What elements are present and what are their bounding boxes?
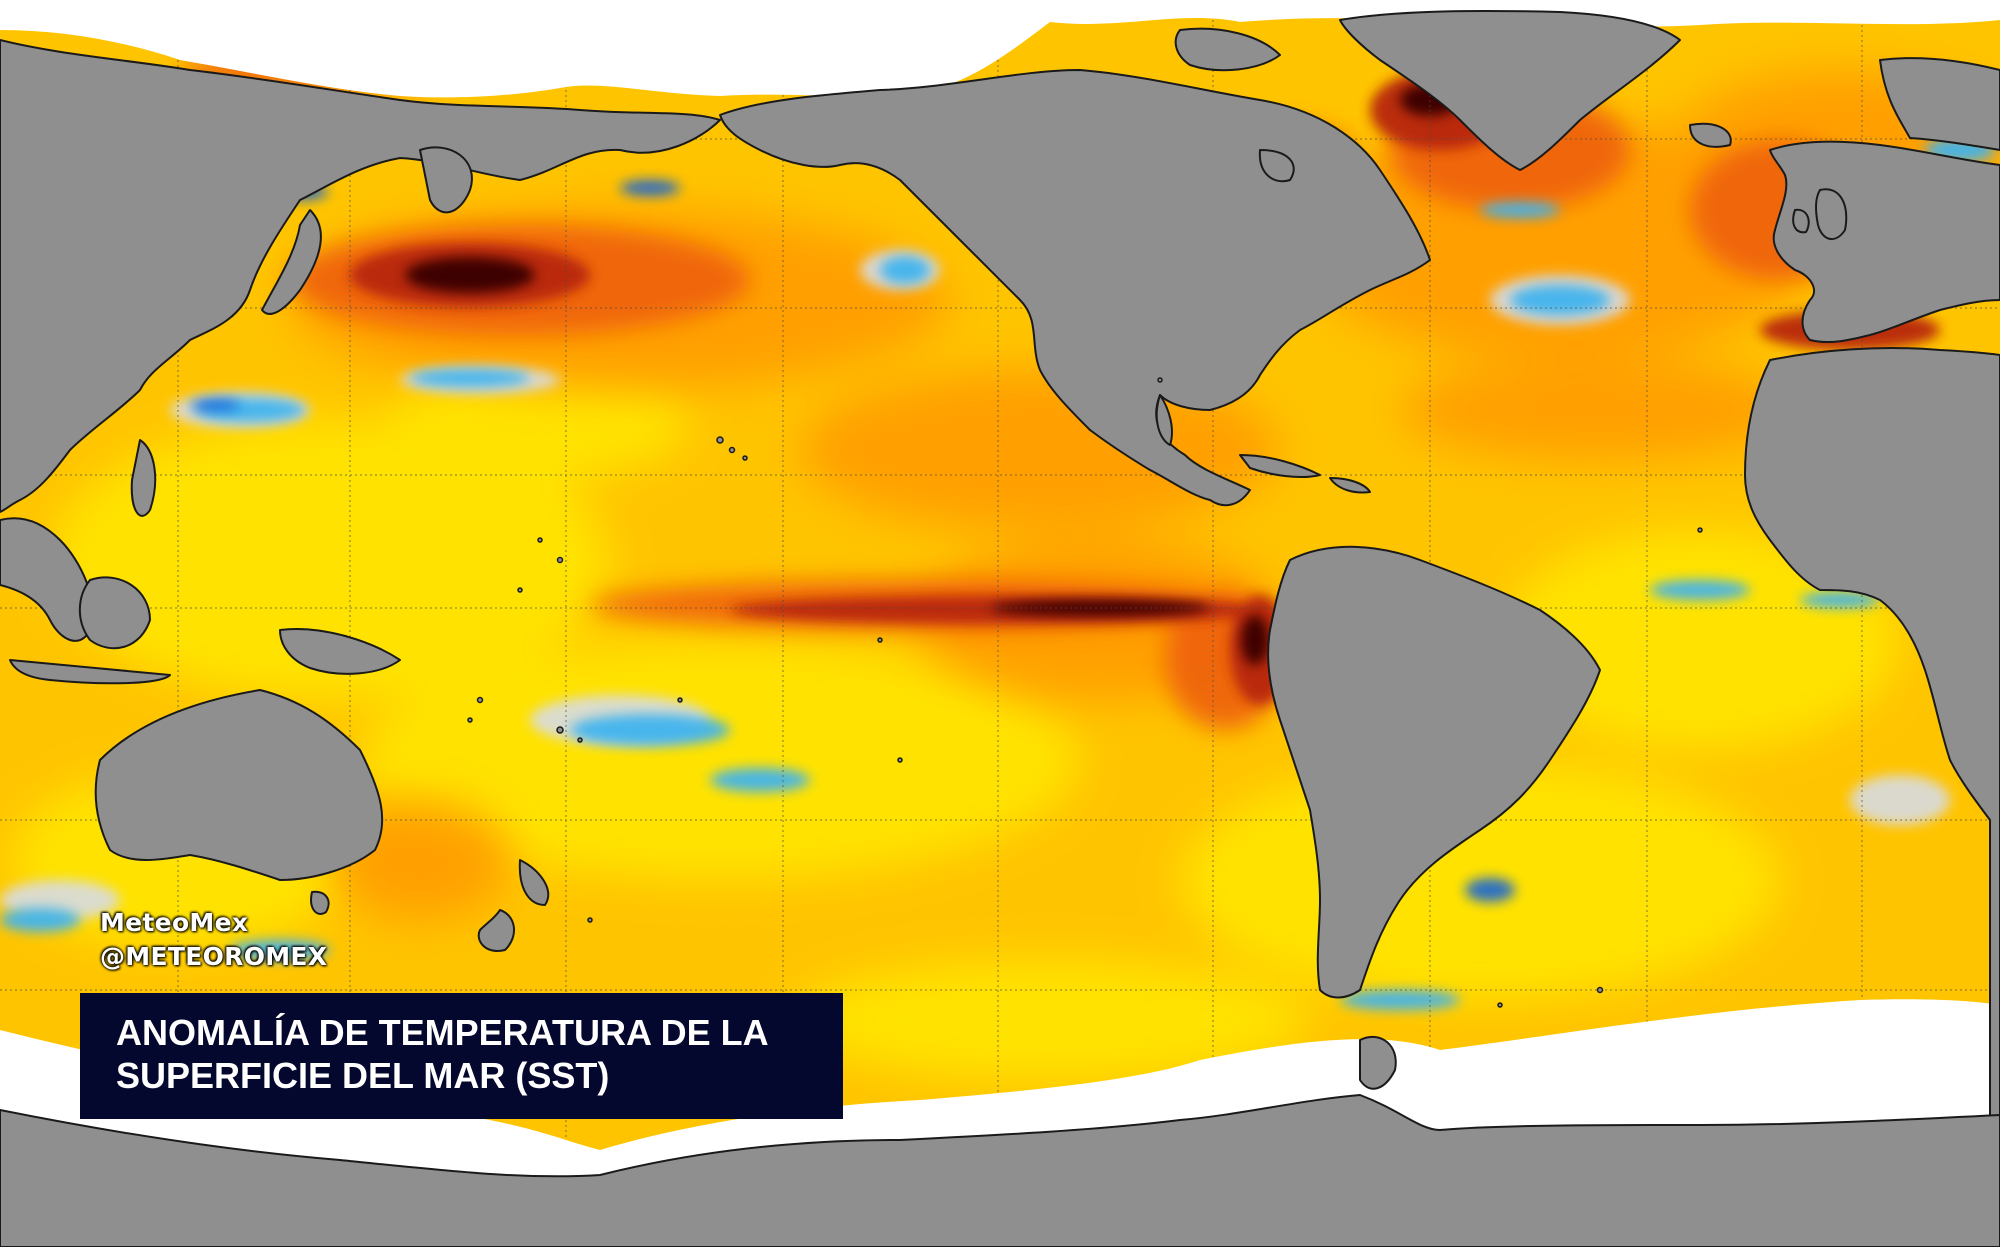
landmass-florida: [1155, 394, 1173, 446]
landmass-borneo: [78, 576, 151, 650]
landmass-antarctic-peninsula: [1359, 1035, 1397, 1090]
pacific-islands: [467, 377, 1703, 1008]
landmass-antarctica: [0, 1094, 2000, 1247]
credit-name: MeteoMex: [100, 908, 249, 937]
landmass-japan: [261, 209, 322, 315]
landmass-baffin-island: [1174, 27, 1281, 72]
landmass-australia: [94, 689, 384, 881]
landmass-cuba: [1239, 454, 1321, 478]
title-banner: ANOMALÍA DE TEMPERATURA DE LA SUPERFICIE…: [80, 993, 843, 1119]
landmass-hispaniola: [1329, 477, 1371, 494]
landmass-great-britain: [1814, 188, 1848, 240]
landmass-new-zealand: [518, 859, 550, 906]
landmass-philippines: [130, 439, 157, 517]
landmass-hudson-island: [1258, 149, 1295, 183]
landmass-iceland: [1689, 122, 1732, 148]
title-line-2: SUPERFICIE DEL MAR (SST): [116, 1055, 610, 1096]
credit-handle: @METEOROMEX: [100, 942, 328, 971]
landmass-new-zealand-south: [477, 909, 515, 952]
landmass-asia: [0, 39, 721, 513]
continents: [0, 9, 2000, 1247]
landmass-south-america: [1267, 545, 1601, 999]
landmass-new-guinea: [279, 628, 401, 675]
landmass-ireland: [1792, 208, 1810, 234]
title-line-1: ANOMALÍA DE TEMPERATURA DE LA: [116, 1012, 769, 1053]
landmass-africa: [1744, 347, 2000, 1247]
landmass-scandinavia: [1879, 57, 2000, 151]
landmass-tasmania: [310, 890, 330, 915]
landmass-greenland: [1339, 9, 1681, 171]
landmass-indonesia: [9, 659, 171, 685]
landmass-kamchatka: [419, 146, 473, 214]
